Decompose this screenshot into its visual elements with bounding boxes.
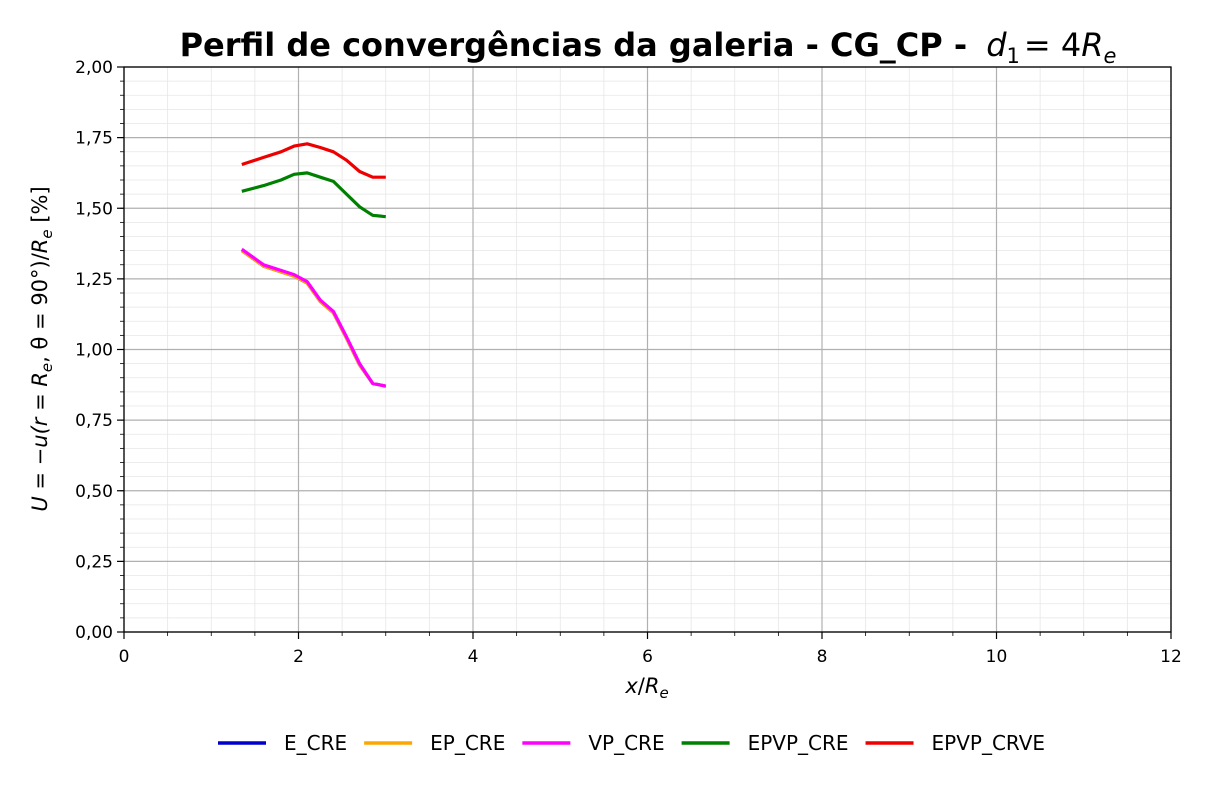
legend-label-ep-cre: EP_CRE xyxy=(430,731,505,755)
chart-title-text: Perfil de convergências da galeria - CG_… xyxy=(180,26,968,64)
x-tick-label: 2 xyxy=(293,647,304,667)
y-tick-label: 0,50 xyxy=(75,482,113,502)
y-axis: 0,00 0,25 0,50 0,75 1,00 1,25 1,50 1,75 2,00 xyxy=(75,58,124,643)
series-line-epvp-crve xyxy=(241,142,386,179)
series-line-epvp-cre xyxy=(241,171,386,219)
chart-title-math-rhs-var: R xyxy=(1081,26,1103,64)
legend-label-epvp-cre: EPVP_CRE xyxy=(748,731,849,755)
y-tick-label: 1,50 xyxy=(75,199,113,219)
y-tick-label: 1,00 xyxy=(75,341,113,361)
legend-label-epvp-crve: EPVP_CRVE xyxy=(932,731,1046,755)
series-layer xyxy=(240,142,387,388)
series-line-vp-cre xyxy=(240,247,387,388)
legend-label-vp-cre: VP_CRE xyxy=(588,731,664,755)
x-axis: 0 2 4 6 8 10 12 xyxy=(119,632,1182,667)
x-tick-label: 0 xyxy=(119,647,130,667)
x-tick-label: 4 xyxy=(468,647,479,667)
chart-title-math-sub: 1 xyxy=(1007,44,1020,68)
y-tick-label: 0,25 xyxy=(75,552,113,572)
x-axis-label: x/Re xyxy=(624,674,668,702)
y-tick-label: 1,25 xyxy=(75,270,113,290)
x-tick-label: 6 xyxy=(642,647,653,667)
chart-title-math-var: d xyxy=(986,26,1007,64)
y-tick-label: 2,00 xyxy=(75,58,113,78)
legend: E_CRE EP_CRE VP_CRE EPVP_CRE EPVP_CRVE xyxy=(218,731,1045,755)
chart-title: Perfil de convergências da galeria - CG_… xyxy=(180,26,1117,68)
chart-title-math-rhs: = 4 xyxy=(1024,26,1081,64)
y-tick-label: 0,75 xyxy=(75,411,113,431)
x-tick-label: 10 xyxy=(986,647,1008,667)
chart-title-math-rhs-sub: e xyxy=(1104,44,1117,68)
y-tick-label: 1,75 xyxy=(75,129,113,149)
x-tick-label: 8 xyxy=(817,647,828,667)
y-tick-label: 0,00 xyxy=(75,623,113,643)
legend-label-e-cre: E_CRE xyxy=(284,731,347,755)
y-axis-label: U = −u(r = Re, θ = 90°)/Re [%] xyxy=(28,186,56,511)
x-tick-label: 12 xyxy=(1160,647,1182,667)
